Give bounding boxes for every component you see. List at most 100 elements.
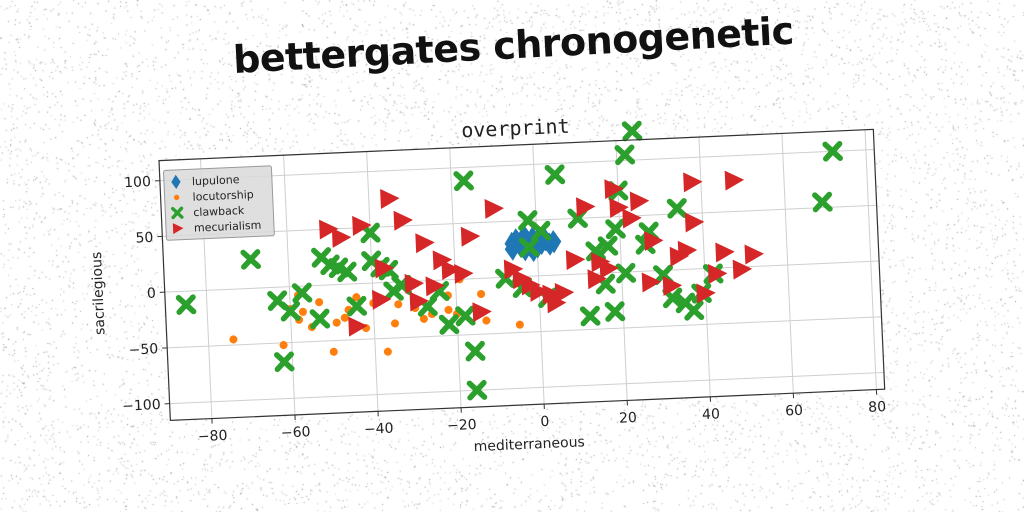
locutorship-point: [482, 316, 491, 325]
mecurialism-point: [503, 259, 524, 280]
mecurialism-point: [744, 244, 764, 265]
y-tick-label: 0: [147, 286, 157, 302]
x-tick-label: −60: [281, 424, 311, 441]
mecurialism-point: [644, 231, 664, 252]
y-gridline: [162, 204, 877, 237]
legend-label: locutorship: [192, 188, 254, 204]
clawback-point: [274, 351, 295, 373]
locutorship-point: [419, 314, 428, 323]
locutorship-point: [477, 289, 486, 299]
x-axis-ticks: −80 −60 −40 −20 0 20 40 60 80: [198, 389, 887, 445]
clawback-point: [604, 301, 626, 322]
x-tick-label: 40: [702, 406, 721, 423]
mecurialism-point: [441, 260, 461, 281]
y-axis-ticks: −100 −50 0 50 100: [122, 174, 170, 415]
clawback-point: [291, 282, 313, 304]
legend-marker-mecurialism: [172, 223, 184, 235]
y-tick-label: −50: [128, 341, 158, 358]
locutorship-point: [332, 318, 341, 327]
clawback-point: [280, 300, 301, 322]
clawback-point: [597, 235, 619, 257]
legend-label: clawback: [193, 204, 245, 219]
locutorship-point: [444, 305, 453, 314]
clawback-point: [438, 314, 460, 335]
locutorship-point: [352, 293, 361, 302]
x-tick-label: −20: [447, 417, 477, 434]
mecurialism-point: [374, 258, 395, 279]
mecurialism-point: [724, 170, 745, 191]
locutorship-point: [340, 313, 349, 322]
plot-frame: [158, 128, 886, 422]
clawback-point: [464, 340, 486, 362]
mecurialism-point: [696, 283, 716, 304]
clawback-point: [579, 305, 601, 327]
x-gridline: [781, 133, 794, 394]
locutorship-point: [383, 347, 392, 356]
y-tick-label: 50: [135, 230, 154, 247]
series-mecurialism: [319, 170, 764, 337]
y-gridline: [169, 371, 884, 405]
mecurialism-point: [707, 264, 728, 285]
mecurialism-point: [546, 293, 567, 314]
clawback-point: [683, 300, 705, 321]
clawback-point: [605, 218, 626, 240]
mecurialism-point: [677, 240, 698, 261]
clawback-point: [614, 144, 636, 166]
x-tick-label: 60: [785, 403, 804, 420]
mecurialism-point: [409, 291, 429, 312]
legend-marker-locutorship: [173, 194, 180, 201]
clawback-point: [466, 379, 488, 401]
locutorship-point: [315, 298, 324, 307]
clawback-point: [455, 305, 476, 327]
mecurialism-point: [662, 276, 683, 297]
clawback-point: [812, 191, 833, 213]
x-gridline: [864, 129, 877, 390]
x-tick-label: −40: [364, 421, 394, 438]
mecurialism-point: [684, 212, 705, 233]
mecurialism-point: [529, 281, 550, 302]
clawback-point: [621, 120, 643, 142]
clawback-point: [544, 164, 566, 185]
mecurialism-point: [599, 258, 619, 279]
clawback-point: [518, 236, 540, 258]
markers: [175, 120, 843, 401]
x-gridline: [532, 144, 545, 405]
mecurialism-point: [683, 172, 703, 193]
x-tick-label: 20: [619, 410, 638, 427]
clawback-point: [336, 261, 358, 283]
legend-marker-lupulone: [171, 174, 181, 190]
x-tick-label: 0: [540, 414, 550, 430]
y-axis-label: sacrilegious: [89, 251, 109, 335]
clawback-point: [822, 141, 843, 162]
mecurialism-point: [732, 259, 753, 280]
clawback-point: [453, 170, 474, 192]
locutorship-point: [279, 341, 288, 350]
mecurialism-point: [393, 210, 413, 231]
x-gridline: [283, 155, 296, 415]
mecurialism-point: [565, 250, 586, 271]
plot-area: [158, 120, 886, 422]
mecurialism-point: [641, 272, 662, 293]
mecurialism-point: [404, 273, 425, 294]
legend-box: [163, 165, 275, 241]
y-tick-label: 100: [124, 174, 151, 191]
x-tick-label: 80: [868, 399, 887, 416]
mecurialism-point: [576, 197, 596, 218]
clawback-point: [240, 249, 262, 270]
mecurialism-point: [609, 197, 629, 218]
mecurialism-point: [460, 226, 481, 247]
clawback-point: [309, 308, 331, 330]
y-gridline: [159, 149, 875, 182]
locutorship-point: [390, 319, 400, 328]
mecurialism-point: [425, 276, 445, 297]
lupulone-point: [504, 237, 521, 261]
mecurialism-point: [629, 191, 650, 212]
mecurialism-point: [587, 269, 607, 290]
clawback-point: [530, 220, 552, 242]
locutorship-point: [394, 300, 403, 309]
clawback-point: [615, 262, 637, 284]
clawback-point: [175, 294, 197, 315]
locutorship-point: [229, 335, 238, 344]
